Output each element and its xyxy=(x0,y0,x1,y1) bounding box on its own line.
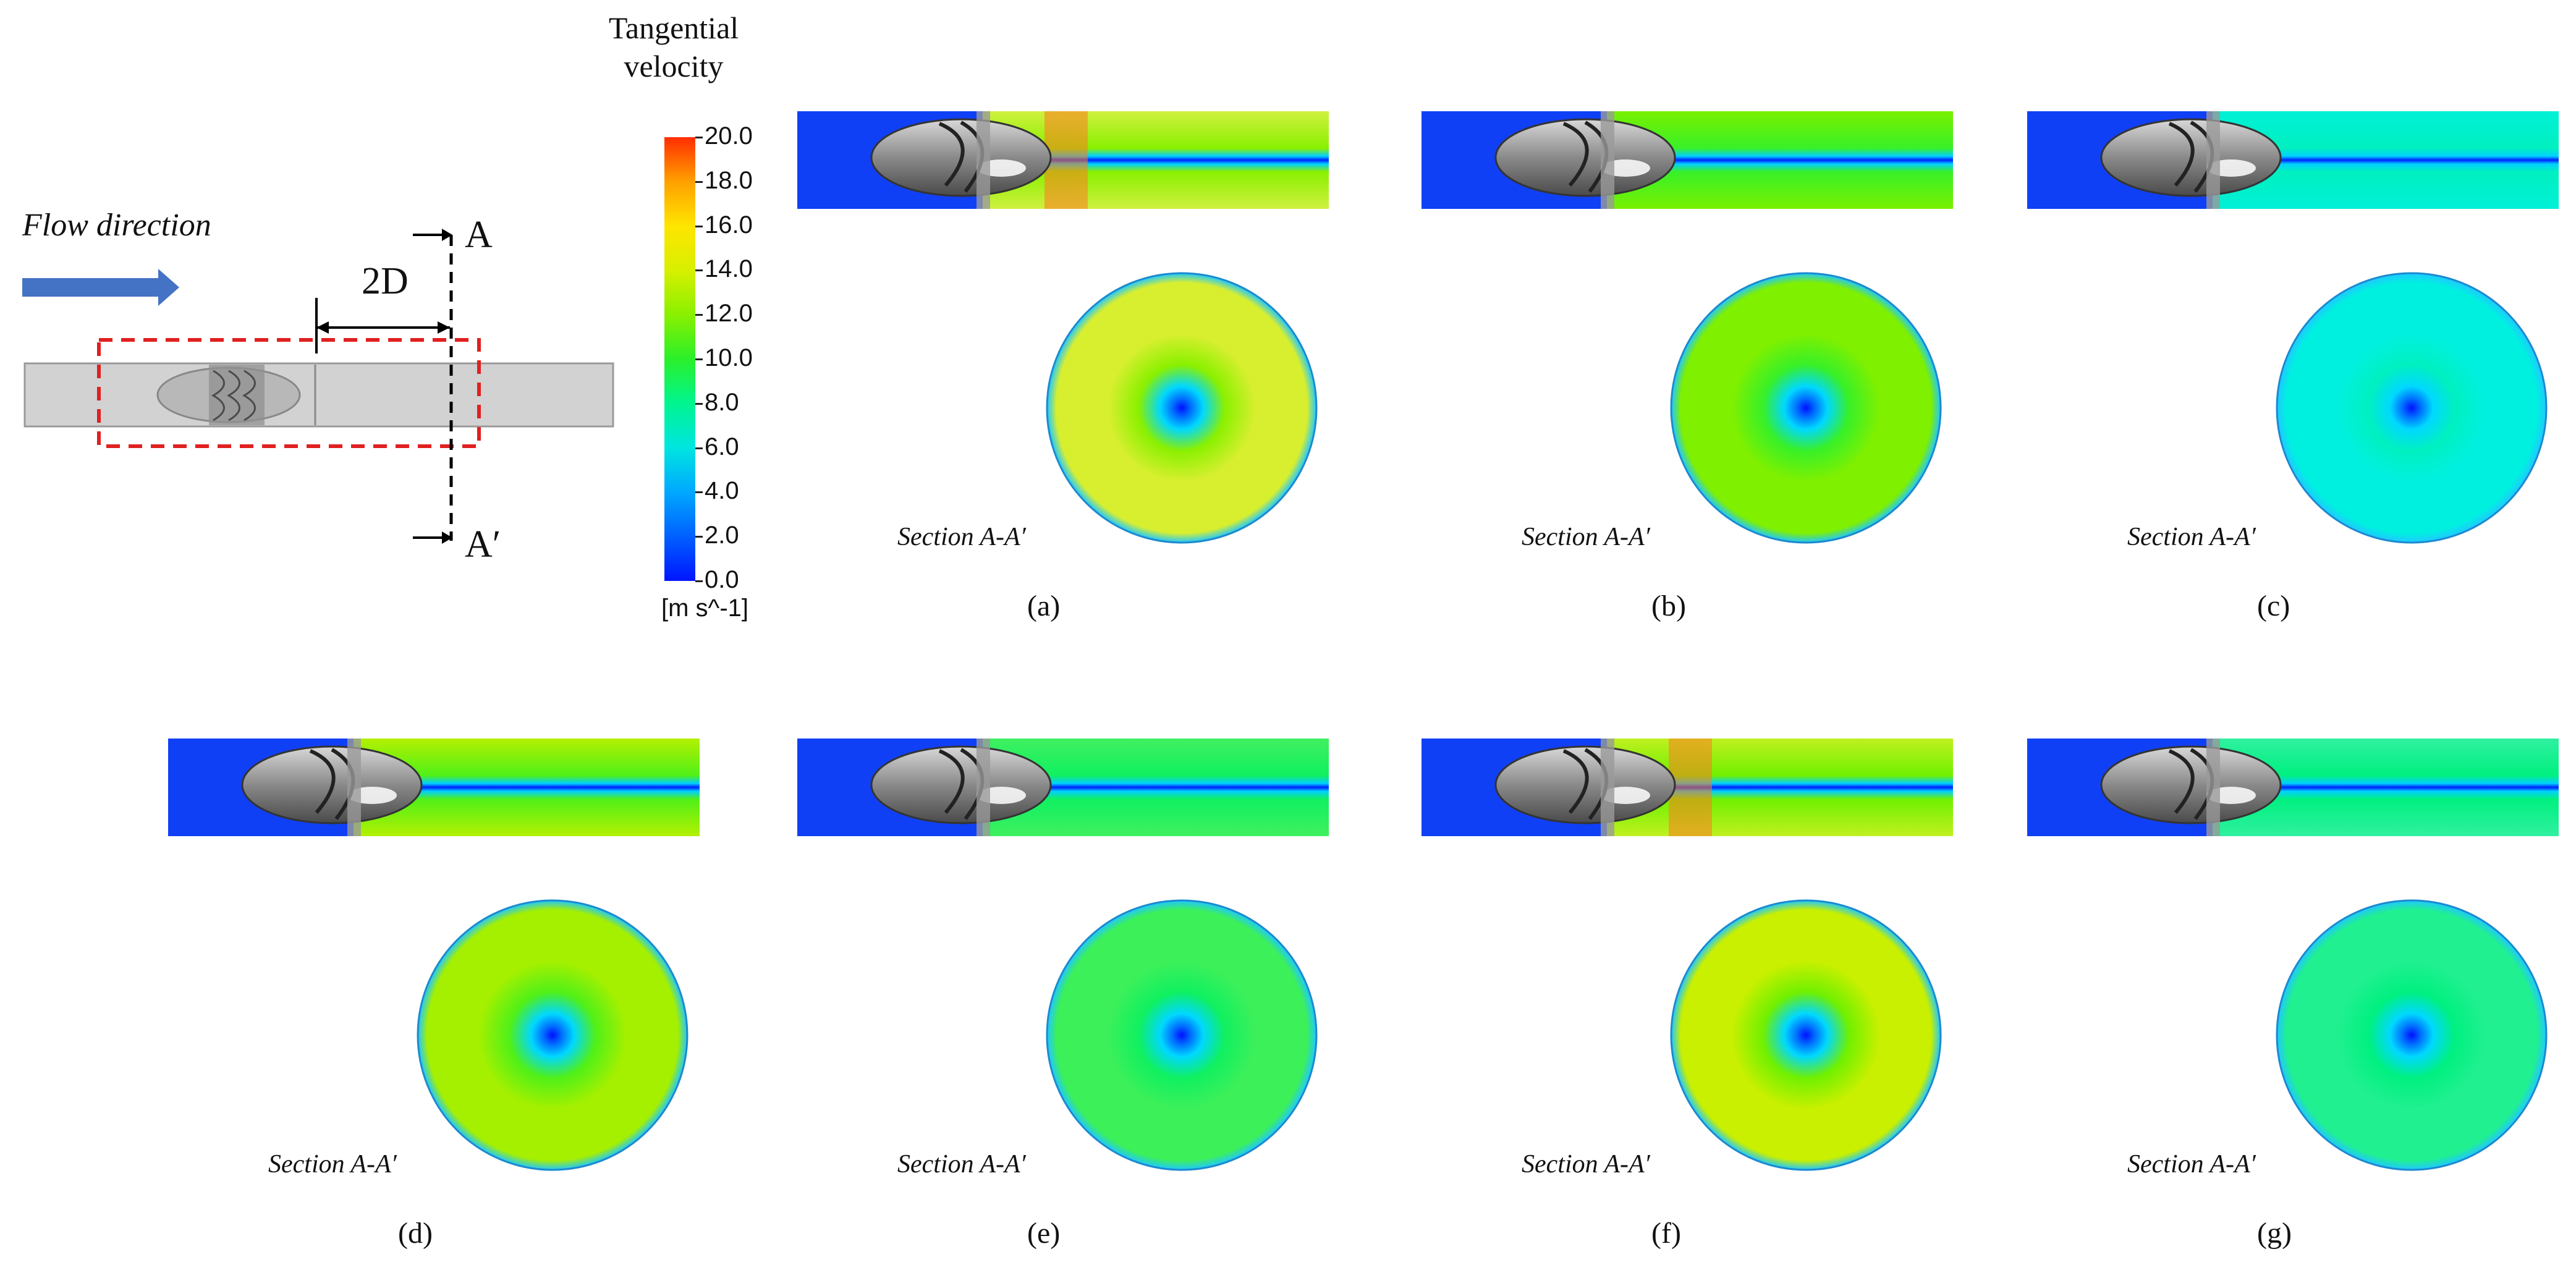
colorbar-tick-mark xyxy=(695,580,703,582)
colorbar-tick-mark xyxy=(695,314,703,316)
section-label: Section A-A′ xyxy=(2127,1150,2256,1179)
colorbar-tick-label: 20.0 xyxy=(705,122,753,150)
panel-label: (c) xyxy=(2257,590,2290,622)
colorbar-tick-mark xyxy=(695,491,703,494)
flow-arrow-head xyxy=(158,269,179,306)
colorbar-tick-label: 4.0 xyxy=(705,477,739,505)
colorbar-tick-label: 18.0 xyxy=(705,166,753,194)
panel-e-contours xyxy=(797,739,1329,1171)
colorbar-tick-label: 16.0 xyxy=(705,211,753,239)
panel-label: (d) xyxy=(398,1217,433,1250)
section-label: Section A-A′ xyxy=(1522,1150,1650,1179)
section-label: Section A-A′ xyxy=(897,523,1026,551)
panel-label: (b) xyxy=(1651,590,1686,622)
section-label: Section A-A′ xyxy=(268,1150,397,1179)
section-label: Section A-A′ xyxy=(2127,523,2256,551)
section-label: Section A-A′ xyxy=(897,1150,1026,1179)
colorbar-tick-mark xyxy=(695,536,703,538)
panel-a: Section A-A′ (a) xyxy=(797,111,1329,643)
panel-label: (e) xyxy=(1027,1217,1061,1250)
panel-b: Section A-A′ (b) xyxy=(1421,111,1953,643)
colorbar-tick-mark xyxy=(695,402,703,405)
panel-f: Section A-A′ (f) xyxy=(1421,739,1953,1270)
colorbar-tick-mark xyxy=(695,358,703,360)
panel-b-contours xyxy=(1421,111,1953,544)
colorbar-unit: [m s^-1] xyxy=(661,595,748,622)
panel-label: (f) xyxy=(1651,1217,1681,1250)
panel-d: Section A-A′ (d) xyxy=(168,739,700,1270)
colorbar-tick-label: 10.0 xyxy=(705,344,753,371)
colorbar-tick-label: 6.0 xyxy=(705,433,739,460)
panel-f-contours xyxy=(1421,739,1953,1171)
pipe xyxy=(23,362,614,428)
panel-e: Section A-A′ (e) xyxy=(797,739,1329,1270)
colorbar-tick-label: 12.0 xyxy=(705,300,753,328)
flow-arrow-shaft xyxy=(22,278,158,297)
schematic-drawing xyxy=(22,229,614,544)
colorbar-tick-mark xyxy=(695,225,703,227)
flow-direction-label: Flow direction xyxy=(22,208,211,243)
section-start-label: A xyxy=(465,214,493,256)
colorbar-tick-label: 0.0 xyxy=(705,566,739,593)
panel-label: (a) xyxy=(1027,590,1061,622)
distance-label: 2D xyxy=(362,260,409,302)
panel-c-contours xyxy=(2027,111,2559,544)
panel-c: Section A-A′ (c) xyxy=(2027,111,2559,643)
colorbar-tick-label: 14.0 xyxy=(705,255,753,283)
section-end-label: A′ xyxy=(465,523,501,565)
colorbar-title-line2: velocity xyxy=(624,49,724,83)
colorbar-tick-mark xyxy=(695,269,703,272)
region-box xyxy=(97,338,481,448)
panel-d-contours xyxy=(168,739,700,1171)
panel-g: Section A-A′ (g) xyxy=(2027,739,2559,1270)
section-label: Section A-A′ xyxy=(1522,523,1650,551)
colorbar-tick-mark xyxy=(695,137,703,138)
colorbar-title: Tangential velocity xyxy=(593,9,754,85)
colorbar-tick-label: 2.0 xyxy=(705,522,739,549)
colorbar-title-line1: Tangential xyxy=(608,11,739,45)
panel-a-contours xyxy=(797,111,1329,544)
colorbar-tick-mark xyxy=(695,447,703,449)
colorbar-tick-mark xyxy=(695,180,703,183)
colorbar-gradient xyxy=(664,137,695,581)
panel-g-contours xyxy=(2027,739,2559,1171)
panel-label: (g) xyxy=(2257,1217,2292,1250)
colorbar-tick-label: 8.0 xyxy=(705,388,739,416)
